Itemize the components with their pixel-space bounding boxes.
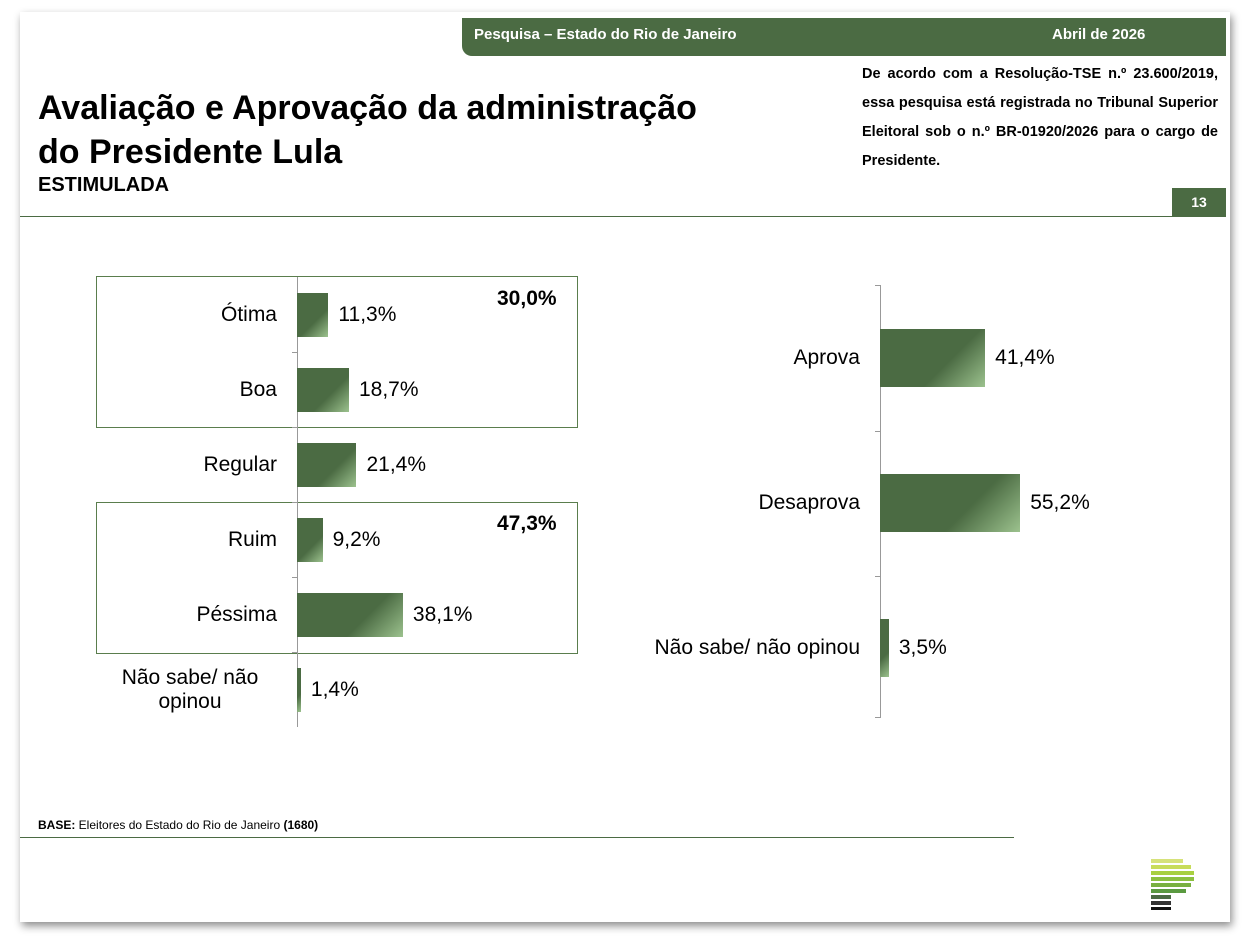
bar (297, 667, 301, 712)
bar (297, 292, 329, 337)
bar (880, 619, 889, 677)
axis-tick (875, 285, 881, 286)
page-subtitle: ESTIMULADA (38, 174, 170, 196)
base-note: BASE: Eleitores do Estado do Rio de Jane… (38, 818, 318, 832)
base-text: Eleitores do Estado do Rio de Janeiro (75, 818, 284, 832)
category-label: Boa (239, 377, 277, 401)
group-box-negative (96, 502, 578, 654)
axis-tick (875, 431, 881, 432)
divider (20, 837, 1014, 838)
data-label: 38,1% (412, 602, 473, 626)
data-label: 18,7% (358, 377, 419, 401)
category-label: Ótima (220, 302, 277, 326)
logo-icon (1151, 859, 1194, 910)
page-title: Avaliação e Aprovação da administração do… (38, 86, 697, 174)
bar (297, 367, 349, 412)
bar (880, 329, 986, 387)
group-box-positive (96, 276, 578, 428)
category-label: Aprova (793, 346, 860, 369)
data-label: 3,5% (898, 636, 947, 659)
category-label: Desaprova (758, 491, 860, 514)
category-label: Não sabe/ não opinou (654, 636, 861, 659)
axis-tick (292, 427, 298, 428)
category-label: Péssima (196, 602, 277, 626)
bar (880, 474, 1021, 532)
data-label: 21,4% (366, 452, 427, 476)
data-label: 1,4% (310, 677, 359, 701)
bar (297, 442, 357, 487)
group-total: 30,0% (497, 287, 557, 310)
survey-date: Abril de 2026 (1052, 26, 1146, 43)
title-line-1: Avaliação e Aprovação da administração (38, 89, 697, 127)
registration-note: De acordo com a Resolução-TSE n.º 23.600… (862, 66, 1218, 169)
base-label: BASE: (38, 818, 76, 832)
axis-tick (292, 502, 298, 503)
axis-tick (292, 652, 298, 653)
category-label: Regular (203, 452, 277, 476)
bar (297, 592, 403, 637)
axis-tick (875, 576, 881, 577)
data-label: 11,3% (338, 302, 397, 326)
category-label: Ruim (227, 527, 277, 551)
header-bar: Pesquisa – Estado do Rio de Janeiro Abri… (462, 18, 1226, 56)
data-label: 9,2% (332, 527, 381, 551)
bar (297, 517, 323, 562)
title-line-2: do Presidente Lula (38, 133, 343, 171)
axis-tick (292, 577, 298, 578)
divider (20, 216, 1226, 217)
axis-tick (292, 352, 298, 353)
survey-title: Pesquisa – Estado do Rio de Janeiro (474, 26, 737, 43)
axis-tick (875, 717, 881, 718)
page-number: 13 (1172, 188, 1226, 216)
base-n: (1680) (283, 818, 319, 832)
data-label: 55,2% (1030, 491, 1090, 514)
slide (20, 12, 1230, 922)
category-label: Não sabe/ não opinou (121, 665, 259, 713)
data-label: 41,4% (995, 346, 1055, 369)
group-total: 47,3% (497, 512, 557, 535)
